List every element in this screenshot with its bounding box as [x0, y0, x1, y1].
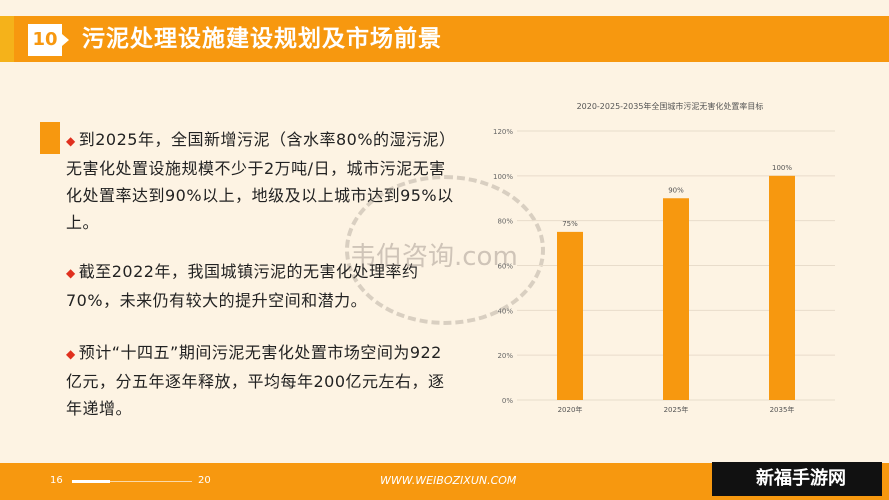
data-label: 90% [668, 186, 684, 194]
progress-track [72, 481, 192, 482]
y-tick-label: 80% [497, 218, 513, 226]
bar [769, 175, 795, 400]
footer-url: WWW.WEIBOZIXUN.COM [380, 474, 517, 487]
x-tick-label: 2025年 [664, 405, 689, 414]
x-tick-label: 2035年 [770, 405, 795, 414]
data-label: 75% [562, 220, 578, 228]
y-tick-label: 60% [497, 263, 513, 271]
y-tick-label: 40% [497, 307, 513, 315]
progress-fill [72, 480, 110, 483]
watermark-circle [345, 175, 545, 325]
bullet-text: 截至2022年，我国城镇污泥的无害化处理率约70%，未来仍有较大的提升空间和潜力… [66, 262, 419, 310]
bullet-paragraph: ◆ 预计“十四五”期间污泥无害化处置市场空间为922亿元，分五年逐年释放，平均每年… [66, 339, 456, 422]
accent-block [40, 122, 60, 154]
section-number: 10 [28, 24, 69, 56]
y-tick-label: 120% [493, 128, 513, 136]
bar [663, 198, 689, 400]
page-total: 20 [198, 475, 211, 486]
chart-title: 2020-2025-2035年全国城市污泥无害化处置率目标 [576, 102, 764, 111]
page-title: 污泥处理设施建设规划及市场前景 [82, 26, 442, 52]
x-tick-label: 2020年 [558, 405, 583, 414]
watermark-text: 韦伯咨询.com [350, 242, 518, 272]
y-tick-label: 20% [497, 352, 513, 360]
diamond-icon: ◆ [66, 347, 76, 361]
bullet-paragraph: ◆ 到2025年，全国新增污泥（含水率80%的湿污泥）无害化处置设施规模不少于2万… [66, 126, 456, 236]
data-label: 100% [772, 164, 792, 172]
bullet-text: 到2025年，全国新增污泥（含水率80%的湿污泥）无害化处置设施规模不少于2万吨… [66, 130, 456, 232]
bar [557, 231, 583, 400]
diamond-icon: ◆ [66, 266, 76, 280]
diamond-icon: ◆ [66, 134, 76, 148]
header-accent-strip [0, 16, 14, 62]
page-current: 16 [50, 475, 63, 486]
y-tick-label: 0% [502, 397, 513, 405]
header-bar [0, 16, 889, 62]
site-logo: 新福手游网 [712, 462, 882, 496]
y-tick-label: 100% [493, 173, 513, 181]
bullet-paragraph: ◆ 截至2022年，我国城镇污泥的无害化处理率约70%，未来仍有较大的提升空间和潜… [66, 258, 456, 314]
bullet-text: 预计“十四五”期间污泥无害化处置市场空间为922亿元，分五年逐年释放，平均每年2… [66, 343, 445, 418]
